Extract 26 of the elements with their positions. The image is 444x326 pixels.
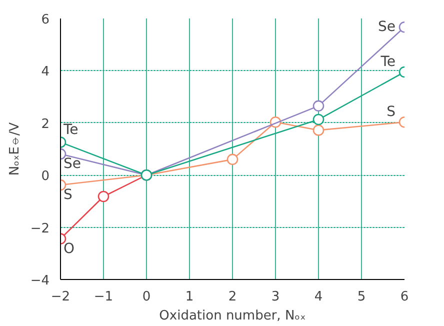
x-tick-label: 2 [228,290,237,304]
x-tick-label: −2 [50,290,70,304]
point [312,124,324,136]
series-label: S [64,187,72,204]
text: S [386,104,396,120]
y-tick-label: 2 [41,116,50,132]
text: Te [380,54,396,70]
series-label: Te [62,122,78,138]
x-tick-label: 1 [185,290,194,304]
x-tick-label: 6 [400,290,409,304]
series-label: Se [378,19,396,36]
y-tick-label: −2 [30,221,50,236]
x-tick-label: 3 [271,290,280,304]
x-tick-label: −1 [94,290,114,304]
point [226,154,238,166]
x-tick-label: 5 [357,290,366,304]
y-tick-label: 4 [41,64,50,80]
text: Se [64,156,81,172]
y-tick-label: 6 [41,12,50,28]
y-axis-title: NₒₓE⦵/V [7,122,22,176]
x-tick-label: 4 [314,290,323,304]
x-tick-label: 0 [142,290,151,304]
y-tick-label: 0 [41,169,50,184]
y-tick-label: −4 [30,274,50,288]
x-axis-title: Oxidation number, Nₒₓ [159,308,306,324]
series-label: O [64,240,75,257]
